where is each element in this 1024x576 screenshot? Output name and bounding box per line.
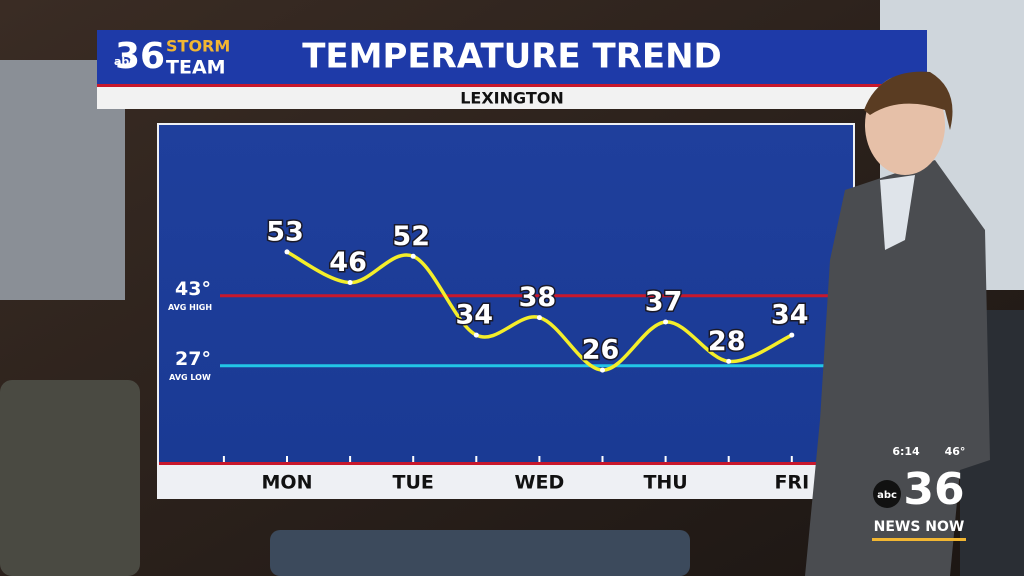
value-label: 53 (266, 216, 304, 247)
point (726, 358, 732, 364)
value-label: 46 (329, 247, 367, 278)
logo-bottom: TEAM (166, 57, 226, 79)
reference-name: AVG LOW (169, 373, 211, 382)
chart: 43° AVG HIGH 27° AVG LOW MON TUE WED THU FRI 53 46… (168, 215, 856, 494)
brand-underline (872, 538, 966, 541)
x-tick-label: THU (643, 472, 687, 494)
x-tick-label: TUE (393, 472, 434, 494)
time: 6:14 (892, 445, 920, 458)
reference-value: 27° (175, 348, 211, 370)
x-tick-label: WED (515, 472, 565, 494)
network-badge (873, 480, 901, 508)
header-stripe (97, 84, 927, 87)
logo-top: STORM (166, 37, 230, 56)
value-label: 38 (519, 282, 557, 313)
armchair (0, 380, 140, 576)
logo-network: abc (114, 55, 136, 68)
value-label: 37 (645, 286, 683, 317)
logo-number: 36 (115, 36, 165, 77)
channel: 36 (903, 464, 964, 515)
presenter (805, 71, 990, 576)
header-bar (97, 30, 927, 85)
point (789, 332, 795, 338)
point (600, 367, 605, 373)
point (536, 315, 542, 321)
value-label: 34 (771, 300, 809, 331)
reference-value: 43° (175, 278, 211, 300)
value-label: 26 (582, 335, 620, 366)
value-label: 34 (456, 300, 494, 331)
x-tick-label: FRI (774, 472, 809, 494)
brand: NEWS NOW (874, 519, 965, 535)
location: LEXINGTON (460, 89, 564, 108)
network: abc (877, 490, 897, 501)
point (347, 280, 353, 286)
value-label: 28 (708, 326, 746, 357)
plot-stripe (159, 462, 853, 465)
point (663, 319, 669, 325)
location-bar (97, 87, 927, 109)
title: TEMPERATURE TREND (302, 37, 722, 77)
sofa (270, 530, 690, 576)
reference-name: AVG HIGH (168, 303, 212, 312)
plot-area (159, 125, 853, 462)
point (473, 332, 479, 338)
point (410, 253, 416, 259)
point (284, 249, 290, 255)
temperature: 46° (945, 445, 966, 458)
x-tick-label: MON (262, 472, 313, 494)
value-label: 52 (392, 221, 430, 252)
